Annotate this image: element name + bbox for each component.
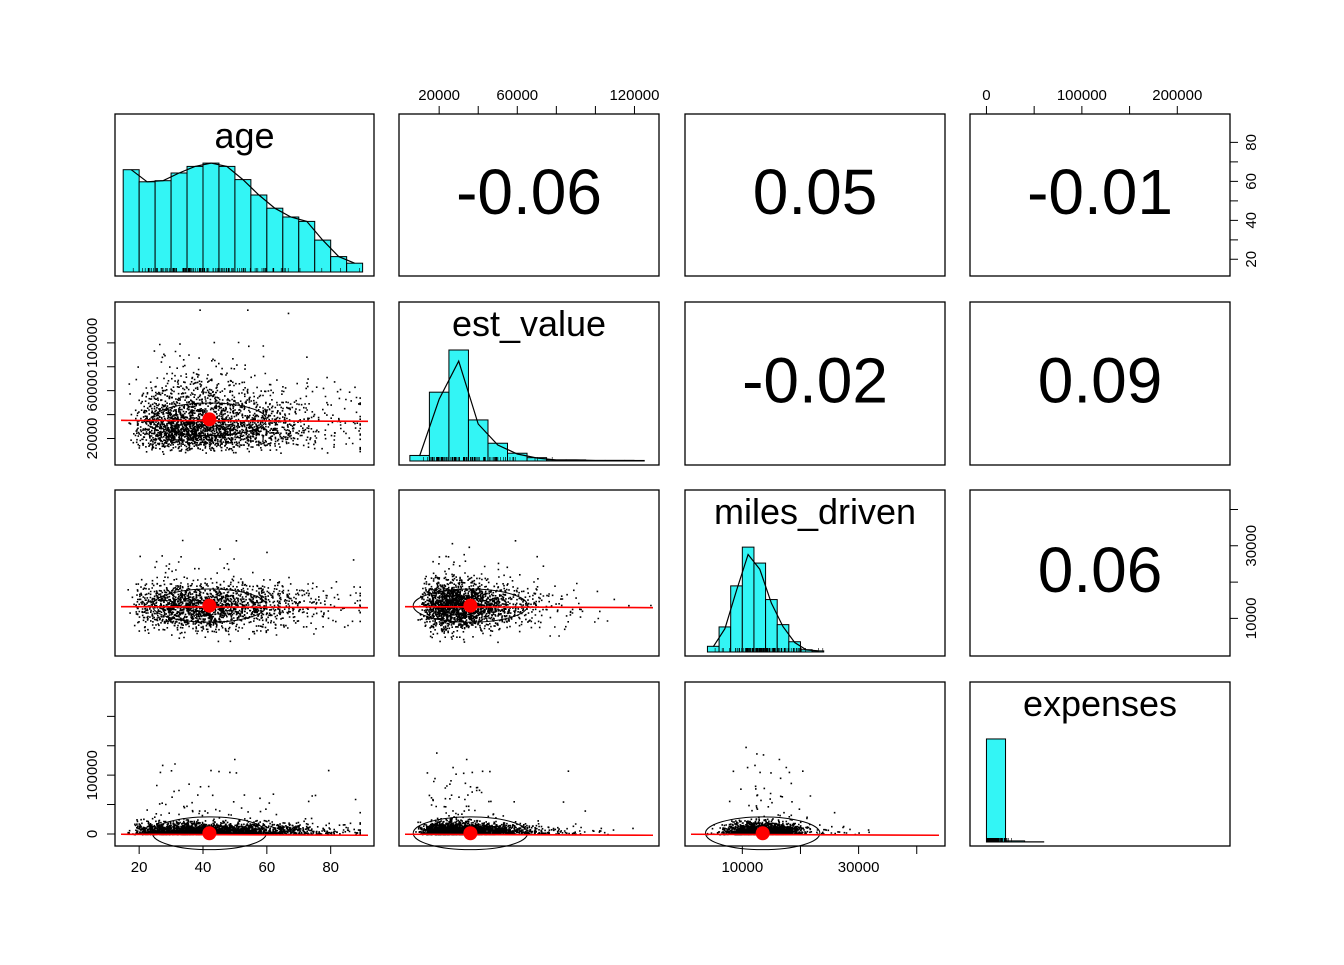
left-tick-label-expenses: 0 [84,830,101,838]
histogram-bar-age [219,166,235,272]
scatter-points-miles_driven-vs-est_value [417,540,651,643]
loess-line [405,834,653,835]
top-tick-label-est-value: 20000 [418,87,460,104]
histogram-bar-age [315,240,331,272]
histogram-bar-age [235,180,251,272]
histogram-bar-expenses [986,739,1005,842]
histogram-bar-age [251,195,267,272]
mean-point [202,412,216,426]
histogram-bar-age [203,163,219,272]
right-tick-label-miles-driven: 30000 [1243,525,1260,567]
diag-label-age: age [214,115,274,156]
histogram-bar-age [155,181,171,272]
scatter-points-expenses-vs-miles_driven [707,747,870,836]
right-tick-label-age: 40 [1243,212,1260,229]
loess-line [405,607,653,608]
histogram-bar-age [171,173,187,272]
corr-age-expenses: -0.01 [1027,156,1173,228]
histogram-bar-age [187,166,203,272]
panel-frame [115,490,374,656]
axis-age [139,846,331,854]
axis-expenses [986,106,1177,114]
axis-est_value [439,106,634,114]
histogram-bar-age [283,217,299,272]
histogram-bar-est_value [410,455,430,461]
loess-line [121,834,368,835]
right-tick-label-age: 80 [1243,134,1260,151]
top-tick-label-est-value: 60000 [496,87,538,104]
mean-point [202,826,216,840]
loess-line [691,834,939,835]
mean-point [202,599,216,613]
histogram-bar-age [299,221,315,272]
axis-expenses [107,716,115,834]
top-tick-label-expenses: 100000 [1057,87,1107,104]
loess-line [121,607,368,608]
scatter-points-est_value-vs-age [128,309,361,455]
x-tick-label-miles-driven: 10000 [721,859,763,876]
histogram-bar-est_value [468,420,488,461]
histogram-bar-age [267,208,283,272]
diag-label-est-value: est_value [452,303,606,344]
histogram-bar-miles_driven [719,627,731,652]
histogram-bar-miles_driven [766,600,778,652]
mean-point [463,599,477,613]
panel-frame [115,682,374,846]
right-tick-label-miles-driven: 10000 [1243,597,1260,639]
corr-est-value-expenses: 0.09 [1038,344,1163,416]
histogram-bar-miles_driven [754,563,766,652]
right-tick-label-age: 20 [1243,251,1260,268]
mean-point [756,826,770,840]
corr-miles-driven-expenses: 0.06 [1038,534,1163,606]
x-tick-label-age: 60 [259,859,276,876]
histogram-bar-miles_driven [707,646,719,652]
right-tick-label-age: 60 [1243,173,1260,190]
scatter-points-expenses-vs-est_value [415,752,634,835]
histogram-bar-age [347,263,363,272]
x-tick-label-age: 40 [195,859,212,876]
corr-est-value-miles-driven: -0.02 [742,344,888,416]
histogram-bar-miles_driven [731,586,743,652]
left-tick-label-expenses: 100000 [84,750,101,800]
left-tick-label-est-value: 100000 [84,318,101,368]
axis-miles_driven [1230,510,1238,619]
x-tick-label-miles-driven: 30000 [838,859,880,876]
axis-age [1230,142,1238,259]
diag-label-miles-driven: miles_driven [714,491,916,532]
histogram-bar-miles_driven [742,547,754,652]
corr-age-est-value: -0.06 [456,156,602,228]
diag-label-expenses: expenses [1023,683,1177,724]
x-tick-label-age: 80 [322,859,339,876]
panel-frame [399,490,659,656]
corr-age-miles-driven: 0.05 [753,156,878,228]
mean-point [463,826,477,840]
left-tick-label-est-value: 20000 [84,418,101,460]
top-tick-label-expenses: 0 [982,87,990,104]
loess-line [121,420,368,421]
top-tick-label-est-value: 120000 [609,87,659,104]
x-tick-label-age: 20 [131,859,148,876]
scatter-points-miles_driven-vs-age [127,540,361,642]
histogram-bar-age [123,170,139,272]
histogram-bar-est_value [429,392,449,461]
top-tick-label-expenses: 200000 [1152,87,1202,104]
histogram-bar-age [139,182,155,272]
histogram-bar-miles_driven [777,625,789,652]
histogram-bar-est_value [449,350,469,461]
axis-est_value [107,343,115,439]
left-tick-label-est-value: 60000 [84,370,101,412]
